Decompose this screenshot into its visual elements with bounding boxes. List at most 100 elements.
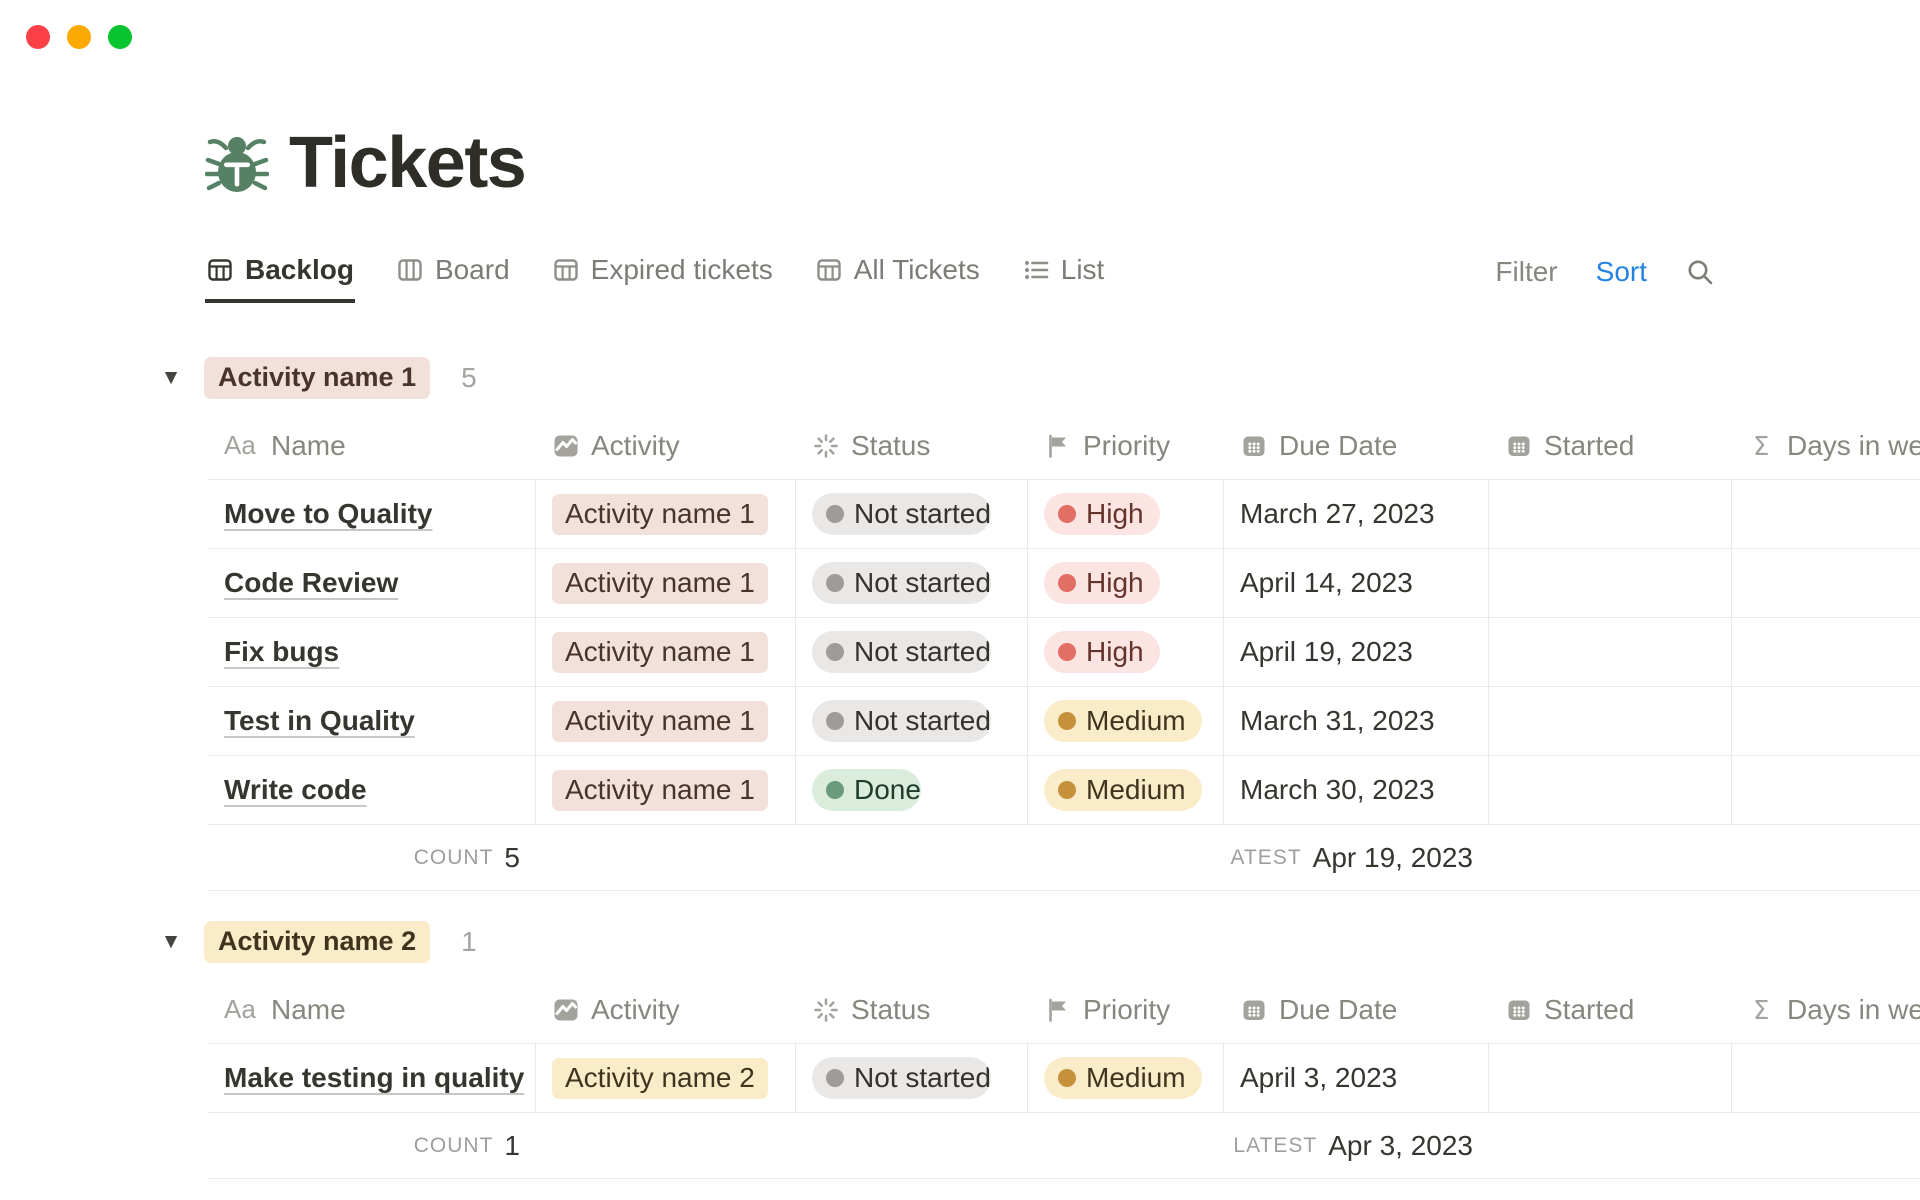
column-header-name[interactable]: Aa Name [208,976,536,1043]
due-date-value: March 31, 2023 [1240,705,1435,736]
close-button[interactable] [26,25,50,49]
priority-pill[interactable]: Medium [1044,769,1202,811]
cell-started[interactable] [1489,756,1732,824]
column-header-label: Status [851,993,931,1025]
group-collapse-toggle-icon[interactable]: ▼ [160,930,182,953]
activity-tag[interactable]: Activity name 1 [552,562,768,604]
status-pill[interactable]: Not started [812,493,991,535]
activity-tag[interactable]: Activity name 1 [552,769,768,811]
column-header-priority[interactable]: Priority [1028,412,1224,479]
filter-button[interactable]: Filter [1495,256,1558,287]
cell-days-in-week[interactable] [1732,618,1920,686]
tab-expired-tickets[interactable]: Expired tickets [551,250,774,303]
cell-days-in-week[interactable] [1732,756,1920,824]
activity-tag[interactable]: Activity name 2 [552,1057,768,1099]
ticket-name-link[interactable]: Write code [224,774,367,805]
priority-pill[interactable]: High [1044,493,1160,535]
tab-backlog[interactable]: Backlog [205,250,355,303]
cell-started[interactable] [1489,1044,1732,1112]
activity-tag[interactable]: Activity name 1 [552,700,768,742]
column-header-status[interactable]: Status [796,976,1028,1043]
ticket-name-link[interactable]: Move to Quality [224,498,433,529]
minimize-button[interactable] [67,25,91,49]
table-row: Test in Quality Activity name 1 Not starte… [208,687,1920,756]
cell-due-date[interactable]: March 31, 2023 [1224,687,1489,755]
cell-status: Not started [796,1044,1028,1112]
count-label: COUNT [413,845,494,869]
column-header-days[interactable]: Σ Days in wee [1732,412,1920,479]
search-icon[interactable] [1685,257,1715,287]
spinner-icon [812,996,840,1024]
status-label: Not started [854,705,991,736]
ticket-name-link[interactable]: Code Review [224,567,399,598]
cell-priority: High [1028,549,1224,617]
svg-text:Σ: Σ [1753,432,1769,460]
ticket-name-link[interactable]: Fix bugs [224,636,340,667]
calendar-icon [1505,432,1533,460]
column-header-name[interactable]: Aa Name [208,412,536,479]
cell-activity: Activity name 1 [536,549,796,617]
status-pill[interactable]: Not started [812,562,991,604]
ticket-group: ▼ Activity name 1 5 Aa Name Activity Status Pri… [161,357,1920,891]
column-header-due[interactable]: Due Date [1224,412,1489,479]
bug-icon[interactable] [205,133,269,193]
cell-due-date[interactable]: April 19, 2023 [1224,618,1489,686]
cell-started[interactable] [1489,480,1732,548]
tab-board[interactable]: Board [395,250,511,303]
cell-name: Make testing in quality [208,1044,536,1112]
zoom-button[interactable] [108,25,132,49]
column-header-started[interactable]: Started [1489,976,1732,1043]
table-row: Make testing in quality Activity name 2 No… [208,1044,1920,1113]
column-header-activity[interactable]: Activity [536,976,796,1043]
column-header-days[interactable]: Σ Days in wee [1732,976,1920,1043]
priority-pill[interactable]: High [1044,562,1160,604]
cell-days-in-week[interactable] [1732,687,1920,755]
status-pill[interactable]: Not started [812,700,991,742]
cell-activity: Activity name 1 [536,618,796,686]
cell-due-date[interactable]: March 30, 2023 [1224,756,1489,824]
cell-due-date[interactable]: April 14, 2023 [1224,549,1489,617]
group-name-tag[interactable]: Activity name 1 [204,357,431,399]
column-header-activity[interactable]: Activity [536,412,796,479]
footer-count[interactable]: COUNT 1 [208,1113,536,1178]
column-header-due[interactable]: Due Date [1224,976,1489,1043]
ticket-name-link[interactable]: Test in Quality [224,705,415,736]
group-name-tag[interactable]: Activity name 2 [204,921,431,963]
cell-started[interactable] [1489,687,1732,755]
status-dot [826,505,844,523]
cell-due-date[interactable]: March 27, 2023 [1224,480,1489,548]
cell-started[interactable] [1489,618,1732,686]
column-header-started[interactable]: Started [1489,412,1732,479]
column-header-priority[interactable]: Priority [1028,976,1224,1043]
status-label: Not started [854,498,991,529]
column-header-status[interactable]: Status [796,412,1028,479]
table-footer-row: COUNT 1 LATEST Apr 3, 2023 [208,1113,1920,1179]
priority-pill[interactable]: Medium [1044,1057,1202,1099]
tab-label: Board [434,254,510,285]
tab-label: Backlog [245,254,354,285]
priority-pill[interactable]: Medium [1044,700,1202,742]
cell-days-in-week[interactable] [1732,1044,1920,1112]
cell-days-in-week[interactable] [1732,480,1920,548]
group-collapse-toggle-icon[interactable]: ▼ [160,366,182,389]
tab-all-tickets[interactable]: All Tickets [814,250,981,303]
footer-count[interactable]: COUNT 5 [208,825,536,890]
group-row-count: 5 [461,362,477,393]
activity-tag[interactable]: Activity name 1 [552,493,768,535]
sort-button[interactable]: Sort [1595,256,1647,287]
footer-latest[interactable]: LATEST Apr 3, 2023 [1224,1113,1489,1178]
cell-started[interactable] [1489,549,1732,617]
tickets-table: Aa Name Activity Status Priority Due Date Star… [208,412,1920,891]
status-pill[interactable]: Not started [812,631,991,673]
cell-days-in-week[interactable] [1732,549,1920,617]
table-row: Write code Activity name 1 Done Medium March… [208,756,1920,825]
activity-tag[interactable]: Activity name 1 [552,631,768,673]
footer-latest[interactable]: ATEST Apr 19, 2023 [1224,825,1489,890]
priority-pill[interactable]: High [1044,631,1160,673]
table-header-row: Aa Name Activity Status Priority Due Date Star… [208,412,1920,480]
ticket-name-link[interactable]: Make testing in quality [224,1062,525,1093]
status-pill[interactable]: Done [812,769,921,811]
cell-due-date[interactable]: April 3, 2023 [1224,1044,1489,1112]
tab-list[interactable]: List [1021,250,1106,303]
status-pill[interactable]: Not started [812,1057,991,1099]
